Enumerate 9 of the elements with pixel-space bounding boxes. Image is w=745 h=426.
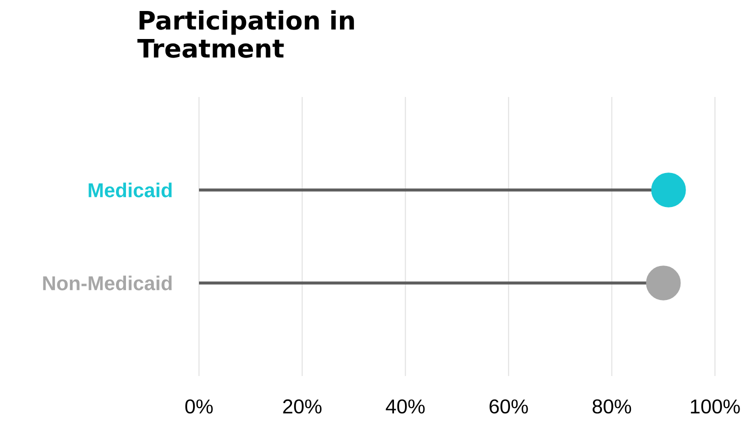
x-tick-label: 80%	[592, 399, 632, 414]
x-tick-label: 20%	[283, 399, 322, 414]
y-tick-label: Medicaid	[88, 182, 172, 198]
x-tick-label: 0%	[185, 399, 213, 414]
x-tick-label: 100%	[690, 399, 740, 414]
chart-title: Participation in Treatment	[137, 10, 354, 58]
y-tick-label: Non-Medicaid	[43, 276, 172, 290]
x-tick-label: 60%	[490, 399, 528, 414]
x-tick-label: 40%	[386, 399, 425, 414]
